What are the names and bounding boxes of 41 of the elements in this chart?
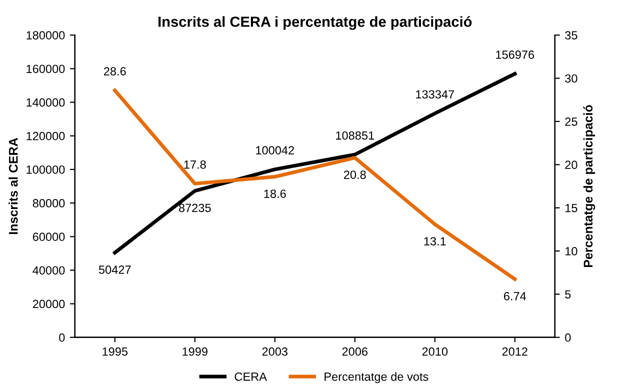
y-tick-label: 120000: [26, 132, 65, 140]
x-tick-label: 2003: [262, 347, 288, 356]
y2-axis-title: Percentatge de participació: [583, 105, 596, 268]
x-tick-label: 1995: [102, 347, 128, 356]
data-label: 20.8: [344, 170, 366, 179]
y-tick-label: 180000: [26, 31, 65, 40]
data-label: 87235: [178, 204, 211, 212]
data-label: 100042: [256, 146, 294, 154]
data-label: 13.1: [424, 237, 446, 246]
data-label: 6.74: [504, 292, 526, 300]
y2-tick-label: 10: [566, 247, 578, 256]
data-label: 108851: [336, 131, 374, 140]
y-tick-label: 40000: [32, 266, 65, 275]
legend-label: Percentatge de vots: [324, 372, 428, 384]
y2-tick-label: 0: [565, 333, 571, 342]
y2-tick-label: 35: [565, 31, 578, 40]
data-label: 156976: [496, 50, 534, 59]
data-label: 133347: [416, 90, 454, 99]
data-label: 50427: [98, 266, 131, 274]
y-tick-label: 80000: [32, 199, 65, 208]
y-tick-label: 140000: [26, 98, 65, 107]
y2-tick-label: 25: [565, 117, 578, 126]
data-label: 28.6: [104, 67, 126, 76]
x-tick-label: 1999: [182, 347, 208, 356]
x-tick-label: 2012: [502, 347, 528, 356]
y2-tick-label: 20: [565, 160, 578, 170]
y-tick-label: 60000: [32, 232, 65, 241]
y-tick-label: 20000: [32, 300, 65, 308]
y-axis-title: Inscrits al CERA: [8, 138, 18, 234]
y-tick-label: 160000: [26, 64, 65, 74]
data-label: 17.8: [184, 160, 206, 169]
x-tick-label: 2006: [342, 347, 368, 356]
y-tick-label: 0: [59, 333, 65, 342]
chart-title: Inscrits al CERA i percentatge de participació: [158, 16, 472, 30]
x-tick-label: 2010: [422, 347, 448, 356]
y2-tick-label: 5: [565, 290, 571, 299]
y2-tick-label: 15: [566, 204, 578, 212]
y2-tick-label: 30: [565, 74, 578, 83]
legend-label: CERA: [234, 372, 267, 381]
y-tick-label: 100000: [26, 165, 65, 174]
data-label: 18.6: [264, 190, 286, 198]
